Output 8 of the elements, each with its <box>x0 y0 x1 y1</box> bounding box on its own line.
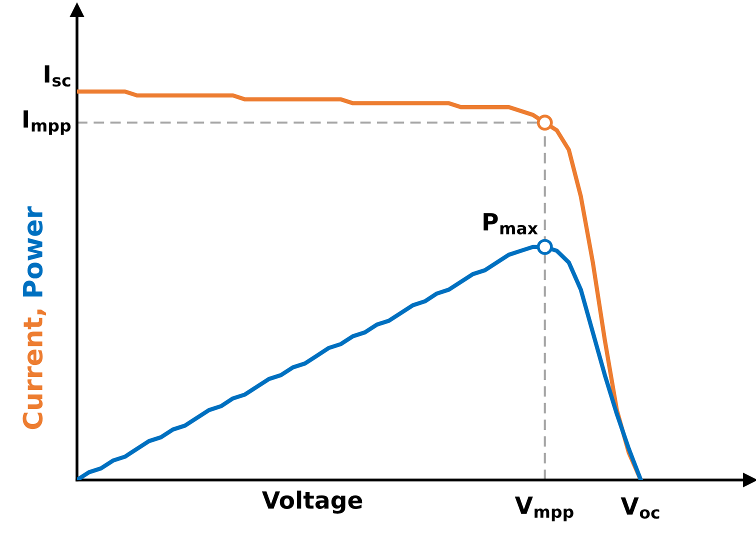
x-tick-label: V$_{mpp}$ <box>514 496 574 522</box>
text: Power <box>23 206 43 296</box>
text: Current, <box>22 310 46 430</box>
x-tick-label: V$_{oc}$ <box>620 497 660 519</box>
annotation: P$_{max}$ <box>484 213 538 234</box>
ref-line-label: I$_{mpp}$ <box>24 110 71 135</box>
x-axis-title: Voltage <box>262 490 362 514</box>
text: I$_{sc}$ <box>44 65 70 87</box>
